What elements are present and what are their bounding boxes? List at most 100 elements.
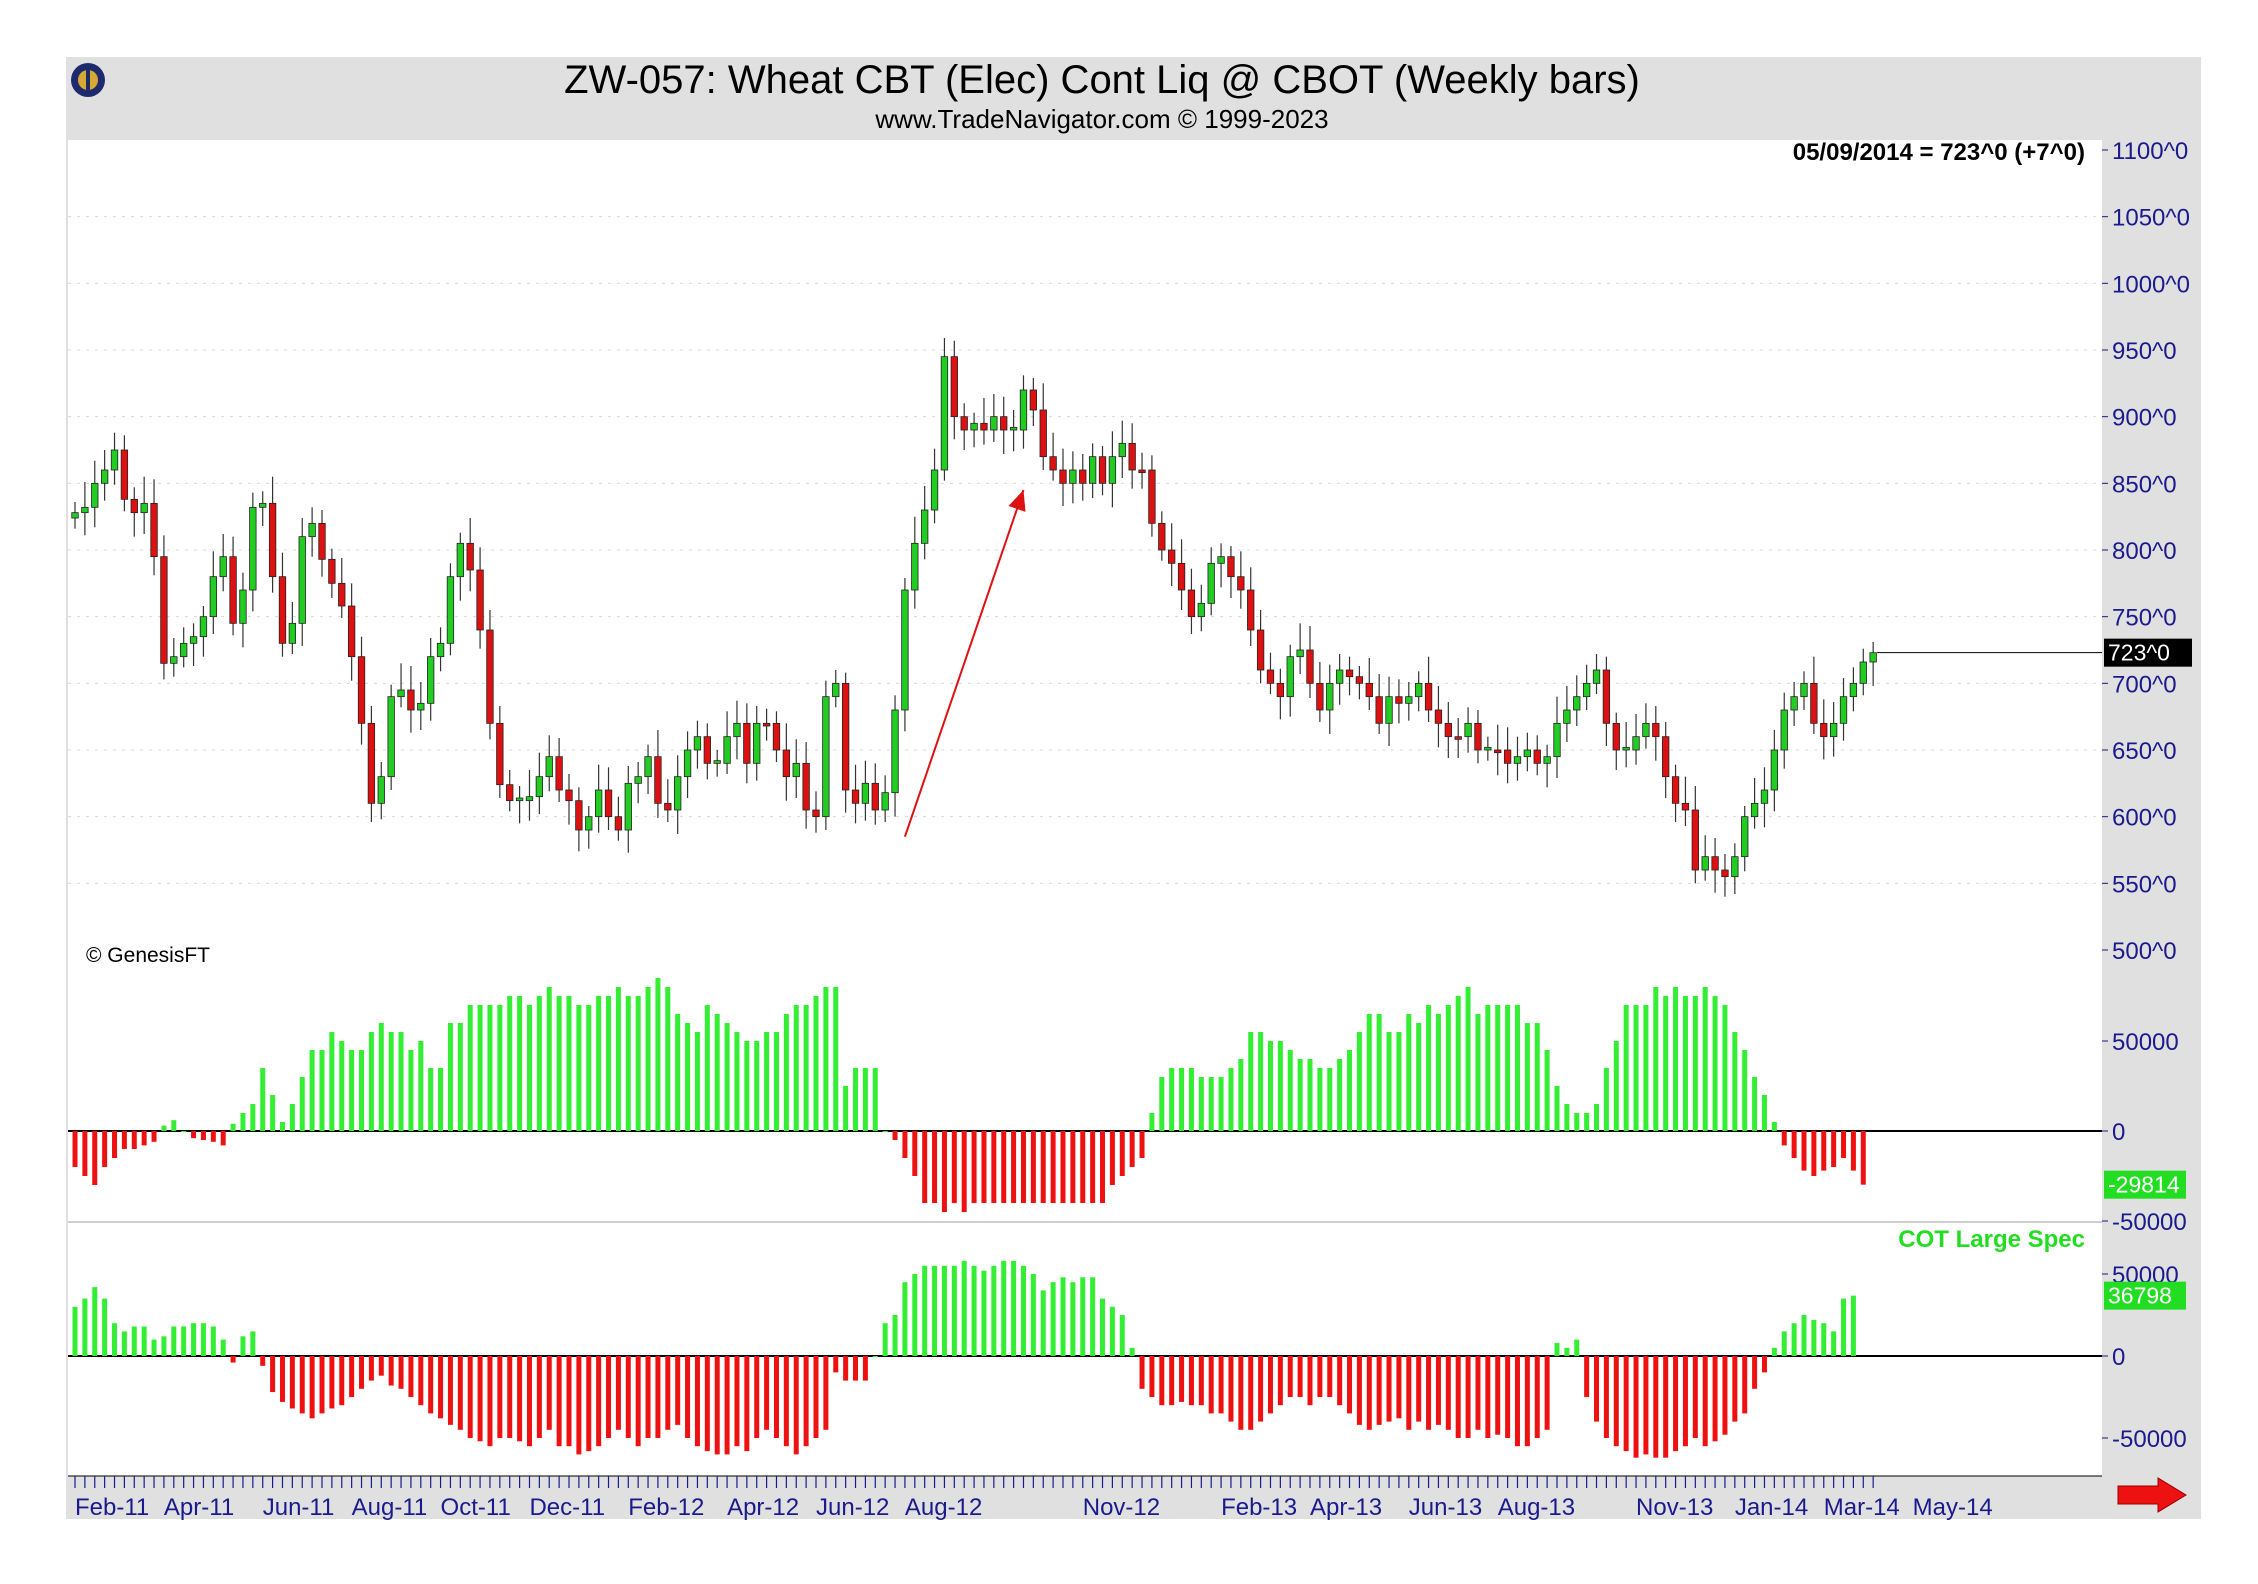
cot-bar — [932, 1265, 938, 1356]
candle — [733, 700, 741, 760]
price-candles — [71, 338, 2102, 897]
candle-body — [1563, 709, 1571, 724]
cot-bar — [289, 1356, 295, 1409]
candle-body — [1088, 456, 1097, 484]
candle — [91, 460, 99, 528]
cot-bar — [981, 1270, 987, 1356]
oi-bar — [1258, 1032, 1264, 1131]
oi-bar — [1228, 1068, 1234, 1131]
oi-bar — [862, 1068, 868, 1131]
oi-bar — [724, 1023, 730, 1131]
candle-body — [150, 502, 158, 558]
candle — [1326, 664, 1334, 734]
cot-bar — [1564, 1347, 1570, 1356]
cot-bar — [92, 1287, 98, 1356]
candle — [1553, 696, 1561, 778]
oi-bar — [1831, 1131, 1837, 1167]
panel-y-tick-label: -50000 — [2112, 1426, 2187, 1453]
cot-bar — [1139, 1356, 1145, 1389]
oi-bar — [566, 996, 572, 1131]
candle — [1434, 686, 1443, 748]
candle — [1662, 722, 1670, 798]
candle — [417, 682, 425, 730]
cot-bar — [1366, 1356, 1372, 1430]
cot-bar — [536, 1356, 542, 1438]
candle — [209, 551, 217, 634]
candle-body — [427, 656, 435, 704]
cot-bar — [773, 1356, 779, 1438]
candle — [802, 742, 810, 829]
candle-body — [1731, 856, 1739, 878]
cot-bar — [1524, 1356, 1530, 1447]
candle — [1207, 547, 1215, 616]
price-y-tick-label: 550^0 — [2112, 871, 2177, 898]
candle-body — [1069, 469, 1077, 484]
oi-bar — [1702, 987, 1708, 1131]
candle-body — [1454, 736, 1462, 740]
cot-bar — [1732, 1356, 1738, 1422]
candle-body — [1553, 722, 1561, 758]
candle-body — [585, 816, 593, 831]
cot-bar — [764, 1356, 770, 1430]
candle-body — [436, 642, 445, 658]
candle-body — [1829, 722, 1838, 738]
price-y-tick-label: 750^0 — [2112, 605, 2177, 632]
candle-body — [328, 558, 336, 584]
x-tick-label: Apr-13 — [1310, 1494, 1382, 1521]
candle — [1296, 623, 1304, 674]
candle — [970, 412, 978, 448]
candle-body — [219, 556, 227, 578]
cot-bar — [368, 1356, 374, 1381]
candle — [782, 723, 791, 801]
cot-bar — [882, 1323, 888, 1356]
cot-bar — [665, 1356, 671, 1430]
oi-bar — [655, 978, 661, 1131]
candle — [1276, 668, 1285, 720]
candle-body — [1839, 696, 1848, 724]
candle-body — [930, 469, 939, 511]
oi-bar — [1841, 1131, 1847, 1158]
oi-bar — [1159, 1077, 1165, 1131]
chart-subtitle: www.TradeNavigator.com © 1999-2023 — [874, 104, 1328, 134]
oi-bar — [665, 987, 671, 1131]
oi-bar — [1020, 1131, 1026, 1203]
candle — [71, 502, 79, 529]
cot-bar — [1337, 1356, 1343, 1406]
candle-body — [565, 789, 573, 802]
candle-body — [891, 709, 899, 794]
candle — [1059, 448, 1067, 506]
candle-body — [1177, 562, 1186, 591]
price-y-tick-label: 850^0 — [2112, 471, 2177, 498]
candle — [160, 535, 168, 680]
cot-bar — [1544, 1356, 1550, 1430]
candle — [120, 435, 129, 512]
cot-bar — [1159, 1356, 1165, 1406]
cot-bar — [1198, 1356, 1204, 1406]
candle-body — [1276, 682, 1285, 698]
oi-bar — [882, 1131, 888, 1132]
candle — [1177, 539, 1186, 610]
oi-bar — [773, 1032, 779, 1131]
candle — [1405, 682, 1413, 721]
candle — [1355, 666, 1364, 700]
candle — [1424, 656, 1433, 722]
candle-body — [91, 482, 99, 508]
candle — [960, 403, 968, 450]
candle — [1632, 714, 1640, 765]
candle-body — [249, 506, 257, 591]
candle-body — [456, 542, 464, 578]
candle — [1800, 671, 1808, 710]
candle-body — [397, 689, 405, 698]
oi-bar — [1287, 1050, 1293, 1131]
oi-bar — [922, 1131, 928, 1203]
price-y-tick-label: 600^0 — [2112, 805, 2177, 832]
candle-body — [1474, 722, 1482, 751]
candle — [1691, 786, 1699, 884]
scroll-right-arrow-icon[interactable] — [2117, 1477, 2187, 1513]
cot-bar — [566, 1356, 572, 1447]
x-tick-label: Oct-11 — [441, 1494, 511, 1521]
candle-body — [120, 449, 129, 500]
oi-bar — [1080, 1131, 1086, 1203]
candle — [832, 670, 840, 708]
candle — [397, 663, 405, 708]
